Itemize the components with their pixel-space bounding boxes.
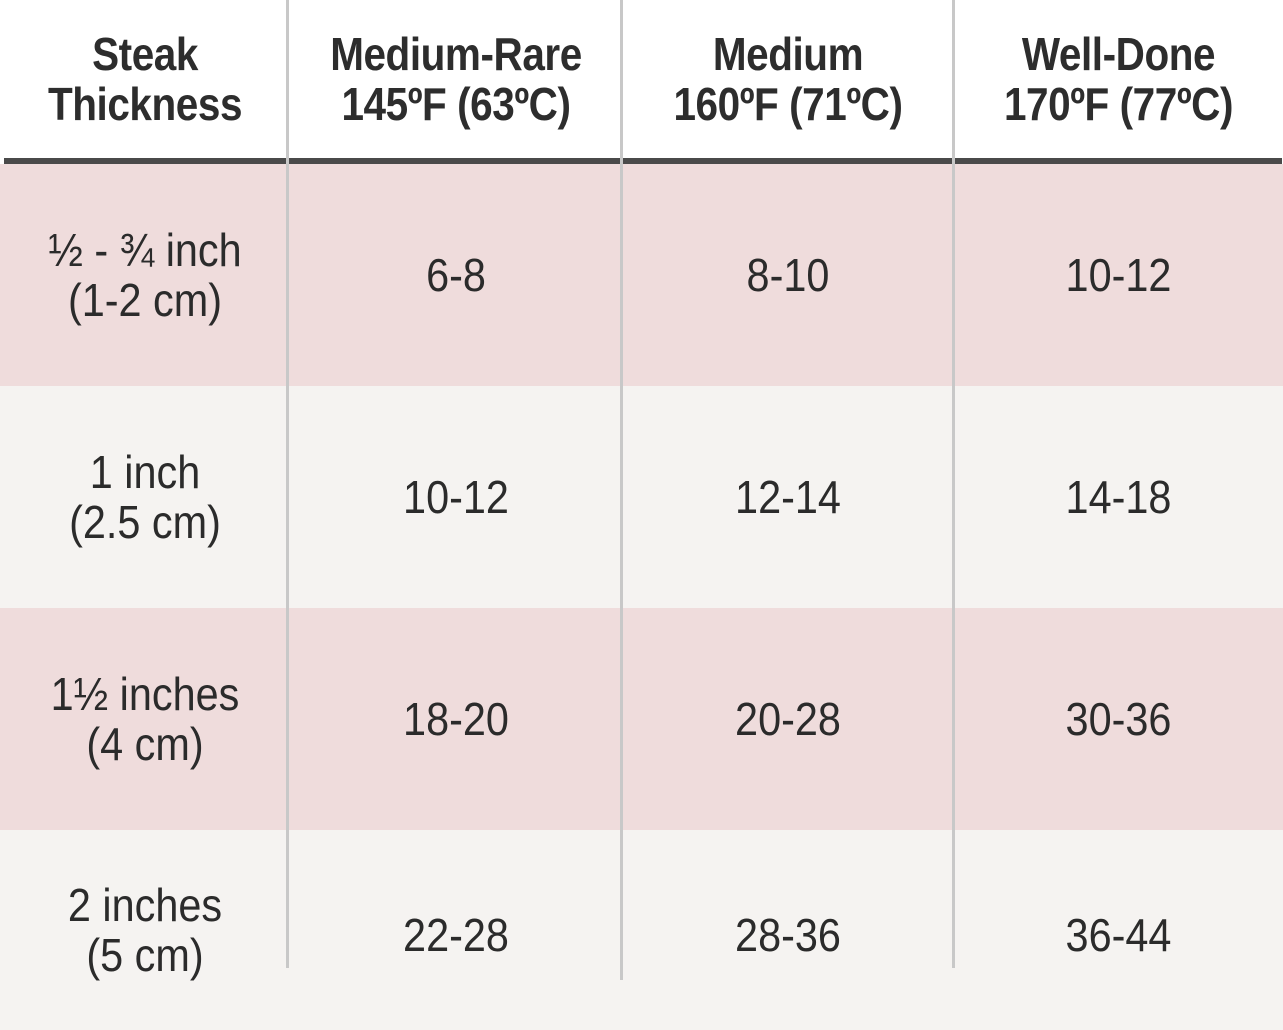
column-divider xyxy=(952,0,955,968)
column-divider xyxy=(286,0,289,968)
thickness-cell: 1½ inches (4 cm) xyxy=(15,608,276,830)
thickness-line: (4 cm) xyxy=(86,718,204,770)
thickness-line: ½ - ¾ inch xyxy=(48,224,242,276)
header-line: Well-Done xyxy=(1021,28,1216,80)
medium-cell: 28-36 xyxy=(735,909,841,961)
header-well-done: Well-Done 170ºF (77ºC) xyxy=(974,0,1264,158)
thickness-cell: ½ - ¾ inch (1-2 cm) xyxy=(15,164,276,386)
table-row: 2 inches (5 cm) 22-28 28-36 36-44 xyxy=(0,830,1283,1030)
medium-rare-cell: 18-20 xyxy=(403,693,509,745)
thickness-line: 1½ inches xyxy=(50,668,240,720)
medium-rare-cell: 6-8 xyxy=(426,249,486,301)
header-line: 145ºF (63ºC) xyxy=(341,78,571,130)
thickness-cell: 1 inch (2.5 cm) xyxy=(15,386,276,608)
thickness-cell: 2 inches (5 cm) xyxy=(15,830,276,1030)
well-done-cell: 36-44 xyxy=(1065,909,1172,961)
header-line: Steak xyxy=(92,28,198,80)
thickness-line: 2 inches xyxy=(67,879,223,931)
medium-cell: 12-14 xyxy=(735,471,841,523)
well-done-cell: 30-36 xyxy=(1065,693,1172,745)
medium-rare-cell: 10-12 xyxy=(403,471,509,523)
table-row: 1 inch (2.5 cm) 10-12 12-14 14-18 xyxy=(0,386,1283,608)
thickness-line: (1-2 cm) xyxy=(67,274,223,326)
medium-rare-cell: 22-28 xyxy=(403,909,509,961)
thickness-line: (2.5 cm) xyxy=(69,496,221,548)
table-row: 1½ inches (4 cm) 18-20 20-28 30-36 xyxy=(0,608,1283,830)
header-line: 160ºF (71ºC) xyxy=(673,78,903,130)
header-medium-rare: Medium-Rare 145ºF (63ºC) xyxy=(310,0,602,158)
thickness-line: 1 inch xyxy=(89,446,201,498)
medium-cell: 8-10 xyxy=(746,249,830,301)
header-steak-thickness: Steak Thickness xyxy=(17,0,272,158)
header-line: Medium-Rare xyxy=(330,28,582,80)
header-line: Thickness xyxy=(47,78,243,130)
column-divider xyxy=(620,0,623,980)
header-line: Medium xyxy=(712,28,864,80)
header-line: 170ºF (77ºC) xyxy=(1003,78,1234,130)
table-row: ½ - ¾ inch (1-2 cm) 6-8 8-10 10-12 xyxy=(0,164,1283,386)
header-divider xyxy=(4,158,1282,164)
thickness-line: (5 cm) xyxy=(86,929,204,981)
well-done-cell: 14-18 xyxy=(1065,471,1172,523)
medium-cell: 20-28 xyxy=(735,693,841,745)
header-medium: Medium 160ºF (71ºC) xyxy=(642,0,934,158)
well-done-cell: 10-12 xyxy=(1065,249,1172,301)
table-header: Steak Thickness Medium-Rare 145ºF (63ºC)… xyxy=(0,0,1283,160)
